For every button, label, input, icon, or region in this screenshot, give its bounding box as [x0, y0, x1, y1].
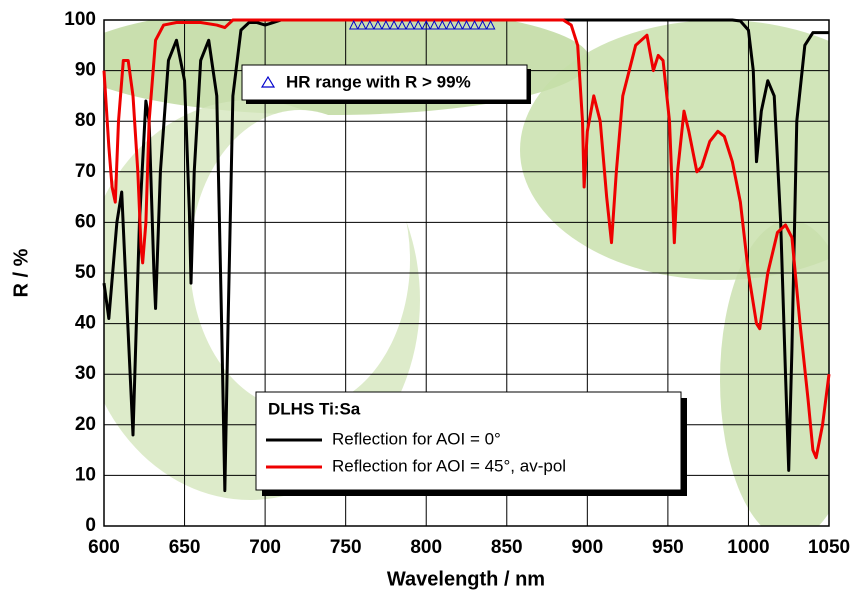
data-point: [356, 19, 367, 30]
data-point: [445, 19, 456, 30]
y-tick-label: 90: [75, 60, 96, 81]
data-point: [469, 19, 480, 30]
x-tick-label: 650: [169, 537, 201, 558]
data-point: [437, 19, 448, 30]
x-tick-label: 800: [410, 537, 442, 558]
y-tick-label: 50: [75, 262, 96, 283]
y-tick-label: 40: [75, 313, 96, 334]
legend-label: Reflection for AOI = 0°: [332, 429, 501, 448]
x-axis-title: Wavelength / nm: [387, 568, 545, 590]
x-tick-label: 900: [571, 537, 603, 558]
y-tick-label: 10: [75, 464, 96, 485]
x-tick-label: 1000: [727, 537, 769, 558]
legend-label: HR range with R > 99%: [286, 72, 471, 91]
x-tick-label: 750: [330, 537, 362, 558]
data-point: [373, 19, 383, 30]
x-tick-label: 700: [249, 537, 281, 558]
data-point: [381, 19, 391, 30]
y-tick-label: 70: [75, 161, 96, 182]
y-tick-label: 30: [75, 363, 96, 384]
y-tick-label: 0: [85, 515, 96, 536]
legend-label: Reflection for AOI = 45°, av-pol: [332, 456, 566, 475]
x-tick-label: 600: [88, 537, 120, 558]
data-line: [102, 18, 831, 460]
y-tick-label: 80: [75, 110, 96, 131]
data-point: [477, 19, 488, 30]
data-point: [365, 19, 375, 30]
legend-top: HR range with R > 99%: [241, 64, 531, 104]
x-tick-label: 950: [652, 537, 684, 558]
data-point: [461, 19, 472, 30]
data-point: [421, 19, 432, 30]
data-point: [405, 19, 415, 30]
data-point: [453, 19, 464, 30]
data-point: [413, 19, 423, 30]
legend-title: DLHS Ti:Sa: [268, 399, 361, 418]
legend-bottom: DLHS Ti:Sa Reflection for AOI = 0° Refle…: [255, 391, 687, 496]
data-point: [429, 19, 440, 30]
data-point: [397, 19, 407, 30]
x-tick-label: 850: [491, 537, 523, 558]
data-point: [389, 19, 399, 30]
data-point: [485, 19, 496, 30]
data-point: [348, 19, 359, 30]
data-line: [102, 18, 829, 493]
y-tick-label: 60: [75, 211, 96, 232]
y-tick-label: 20: [75, 414, 96, 435]
x-tick-label: 1050: [808, 537, 850, 558]
y-axis-title: R / %: [10, 248, 32, 297]
y-tick-label: 100: [64, 9, 96, 30]
